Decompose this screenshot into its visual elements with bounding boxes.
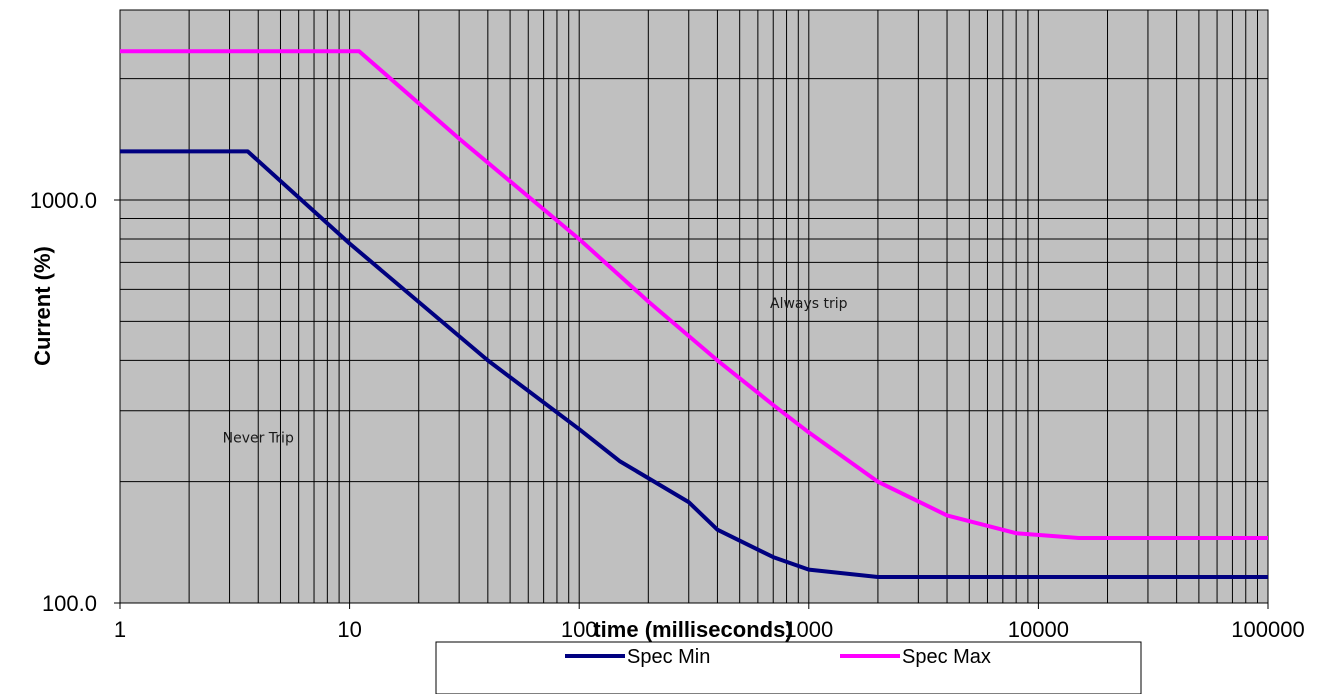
plot-area — [120, 10, 1268, 603]
legend: Spec Min Spec Max — [435, 641, 1142, 694]
x-tick-label: 10000 — [1008, 617, 1069, 642]
y-axis-title: Current (%) — [30, 246, 55, 366]
plot-border — [119, 9, 1269, 604]
annotation-text: Always trip — [770, 296, 848, 312]
x-axis-title: time (milliseconds) — [593, 617, 792, 642]
y-tick-label: 1000.0 — [30, 188, 97, 213]
x-tick-label: 100 — [561, 617, 598, 642]
series-line-spec-min — [120, 149, 1268, 579]
legend-box — [435, 641, 1142, 694]
x-tick-label: 1 — [114, 617, 126, 642]
series-line-spec-max — [120, 49, 1268, 540]
annotations: Always trip Never Trip — [223, 296, 848, 447]
annotation-text: Never Trip — [223, 431, 294, 447]
y-tick-label: 100.0 — [42, 591, 97, 616]
x-tick-labels: 1 10 100 1000 10000 100000 — [114, 603, 1305, 642]
x-tick-label: 10 — [337, 617, 361, 642]
x-tick-label: 100000 — [1231, 617, 1304, 642]
y-tick-labels: 100.0 1000.0 — [30, 188, 120, 616]
legend-label-spec-min: Spec Min — [627, 646, 710, 668]
grid-lines — [119, 10, 1268, 604]
x-tick-label: 1000 — [784, 617, 833, 642]
legend-label-spec-max: Spec Max — [902, 646, 991, 668]
series-lines — [120, 49, 1268, 579]
